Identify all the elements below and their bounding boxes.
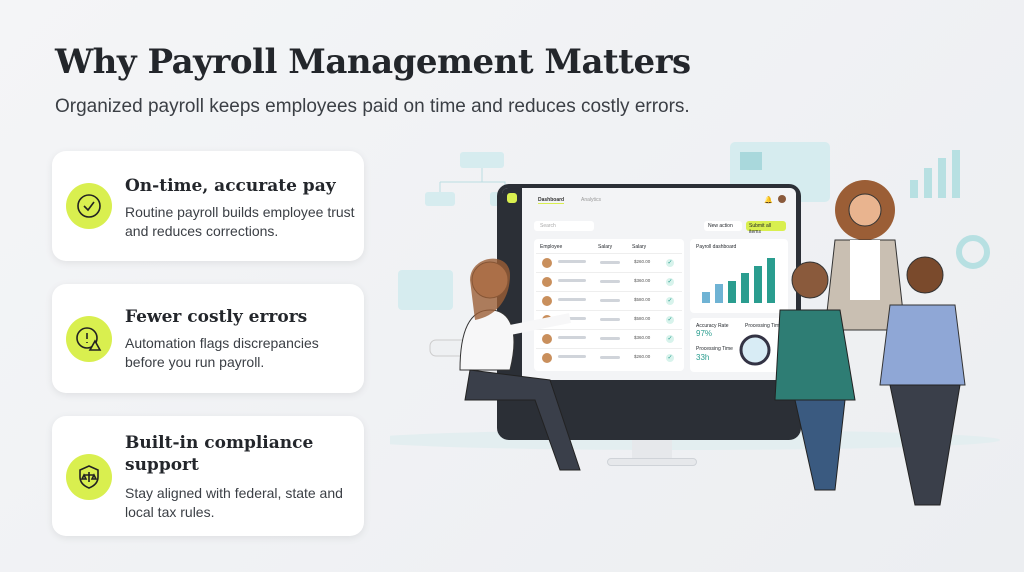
chart-bar [702,291,710,303]
card-title: Built-in compliance support [125,433,314,475]
card-on-time-pay: On-time, accurate pay Routine payroll bu… [52,151,364,261]
monitor-base [607,458,697,466]
placeholder-bar [558,279,586,282]
chart-bar [728,280,736,303]
placeholder-bar [600,299,620,302]
chart-bar [741,273,749,303]
card-text: Routine payroll builds employee trust an… [125,204,355,239]
monitor-stand [632,440,672,462]
stat-label: Accuracy Rate [696,323,729,329]
payroll-chart: Payroll dashboard [690,239,788,313]
placeholder-bar [600,261,620,264]
placeholder-bar [558,260,586,263]
table-row[interactable]: $360.00 ✓ [536,329,682,347]
placeholder-bar [600,356,620,359]
page-subtitle: Organized payroll keeps employees paid o… [55,96,690,117]
chart-title: Payroll dashboard [696,244,737,250]
check-icon: ✓ [666,297,674,305]
card-title: Fewer costly errors [125,307,308,327]
salary-value: $260.00 [634,354,651,359]
shield-scales-icon [66,454,112,500]
check-icon: ✓ [666,335,674,343]
placeholder-bar [600,337,620,340]
page-title: Why Payroll Management Matters [55,42,691,82]
submit-button[interactable]: Submit all items [746,221,786,235]
salary-value: $360.00 [634,278,651,283]
column-header: Salary [598,244,613,250]
salary-value: $580.00 [634,297,651,302]
logo-icon [507,193,517,203]
clock-check-icon [66,183,112,229]
bell-icon[interactable]: 🔔 [764,197,773,204]
salary-value: $580.00 [634,316,651,321]
placeholder-bar [558,336,586,339]
card-text: Stay aligned with federal, state and loc… [125,485,343,520]
card-fewer-errors: Fewer costly errors Automation flags dis… [52,284,364,393]
placeholder-bar [558,355,586,358]
people-illustration [429,180,966,506]
search-input[interactable]: Search [534,221,594,231]
salary-value: $260.00 [634,259,651,264]
avatar [542,334,552,344]
stat-value: 97% [696,329,713,338]
avatar [542,353,552,363]
card-text: Automation flags discrepancies before yo… [125,335,319,370]
salary-value: $360.00 [634,335,651,340]
check-icon: ✓ [666,316,674,324]
placeholder-bar [600,280,620,283]
table-row[interactable]: $580.00 ✓ [536,291,682,309]
avatar [542,258,552,268]
check-icon: ✓ [666,259,674,267]
stat-value: 33h [696,353,710,362]
column-header: Salary [632,244,647,250]
alert-warning-icon [66,316,112,362]
placeholder-bar [558,317,586,320]
column-header: Employee [540,244,563,250]
card-compliance: Built-in compliance support Stay aligned… [52,416,364,536]
table-row[interactable]: $260.00 ✓ [536,348,682,366]
tab-dashboard[interactable]: Dashboard [538,197,565,204]
chart-bar [767,258,775,303]
stats-panel: Accuracy Rate 97% Processing Time Proces… [690,318,788,372]
placeholder-bar [600,318,620,321]
avatar[interactable] [778,195,786,203]
placeholder-bar [558,298,586,301]
table-row[interactable]: $260.00 ✓ [536,253,682,271]
card-title: On-time, accurate pay [125,176,336,196]
new-action-button[interactable]: New action [704,221,742,231]
stat-label: Processing Time [745,323,782,329]
stat-label: Processing Time [696,346,733,352]
dashboard-screen: Dashboard Analytics 🔔 Search New action … [502,188,796,380]
table-row[interactable]: $360.00 ✓ [536,272,682,290]
check-icon: ✓ [666,354,674,362]
tab-analytics[interactable]: Analytics [581,197,602,203]
check-icon: ✓ [666,278,674,286]
avatar [542,277,552,287]
chart-bar [754,265,762,303]
chart-bar [715,284,723,303]
avatar [542,296,552,306]
